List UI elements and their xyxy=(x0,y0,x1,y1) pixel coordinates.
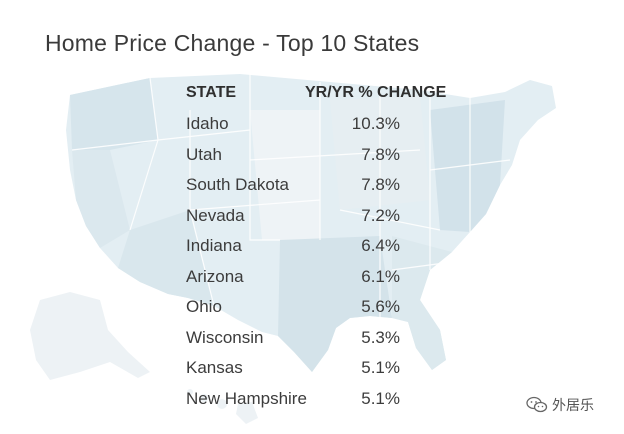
row-state-2: Utah xyxy=(186,145,222,164)
row-state-3: South Dakota xyxy=(186,175,290,194)
map-region-southeast xyxy=(392,236,452,370)
row-state-4: Nevada xyxy=(186,206,245,225)
row-change-4: 7.2% xyxy=(361,206,400,225)
row-state-10: New Hampshire xyxy=(186,389,307,408)
row-state-7: Ohio xyxy=(186,297,222,316)
row-change-7: 5.6% xyxy=(361,297,400,316)
row-change-3: 7.8% xyxy=(361,175,400,194)
row-change-5: 6.4% xyxy=(361,236,400,255)
column-header-change: YR/YR % CHANGE xyxy=(305,84,447,101)
row-change-10: 5.1% xyxy=(361,389,400,408)
row-state-8: Wisconsin xyxy=(186,328,264,347)
column-header-state: STATE xyxy=(186,84,237,101)
map-hawaii xyxy=(187,389,258,424)
chart-title: Home Price Change - Top 10 States xyxy=(45,30,420,56)
watermark: 外居乐 xyxy=(526,395,594,415)
row-state-1: Idaho xyxy=(186,114,229,133)
map-region-east xyxy=(430,100,505,232)
map-region-west xyxy=(72,150,130,248)
map-region-plains xyxy=(250,110,320,240)
row-state-9: Kansas xyxy=(186,358,243,377)
map-region-southwest xyxy=(118,210,214,306)
row-change-9: 5.1% xyxy=(361,358,400,377)
wechat-icon xyxy=(526,396,548,413)
row-state-6: Arizona xyxy=(186,267,244,286)
watermark-text: 外居乐 xyxy=(552,397,594,413)
map-state-borders xyxy=(71,74,511,320)
row-change-2: 7.8% xyxy=(361,145,400,164)
row-change-1: 10.3% xyxy=(351,114,400,133)
row-change-6: 6.1% xyxy=(361,267,400,286)
row-state-5: Indiana xyxy=(186,236,242,255)
map-region-south xyxy=(278,236,392,372)
map-alaska xyxy=(30,292,150,380)
map-region-northwest xyxy=(70,78,158,150)
row-change-8: 5.3% xyxy=(361,328,400,347)
